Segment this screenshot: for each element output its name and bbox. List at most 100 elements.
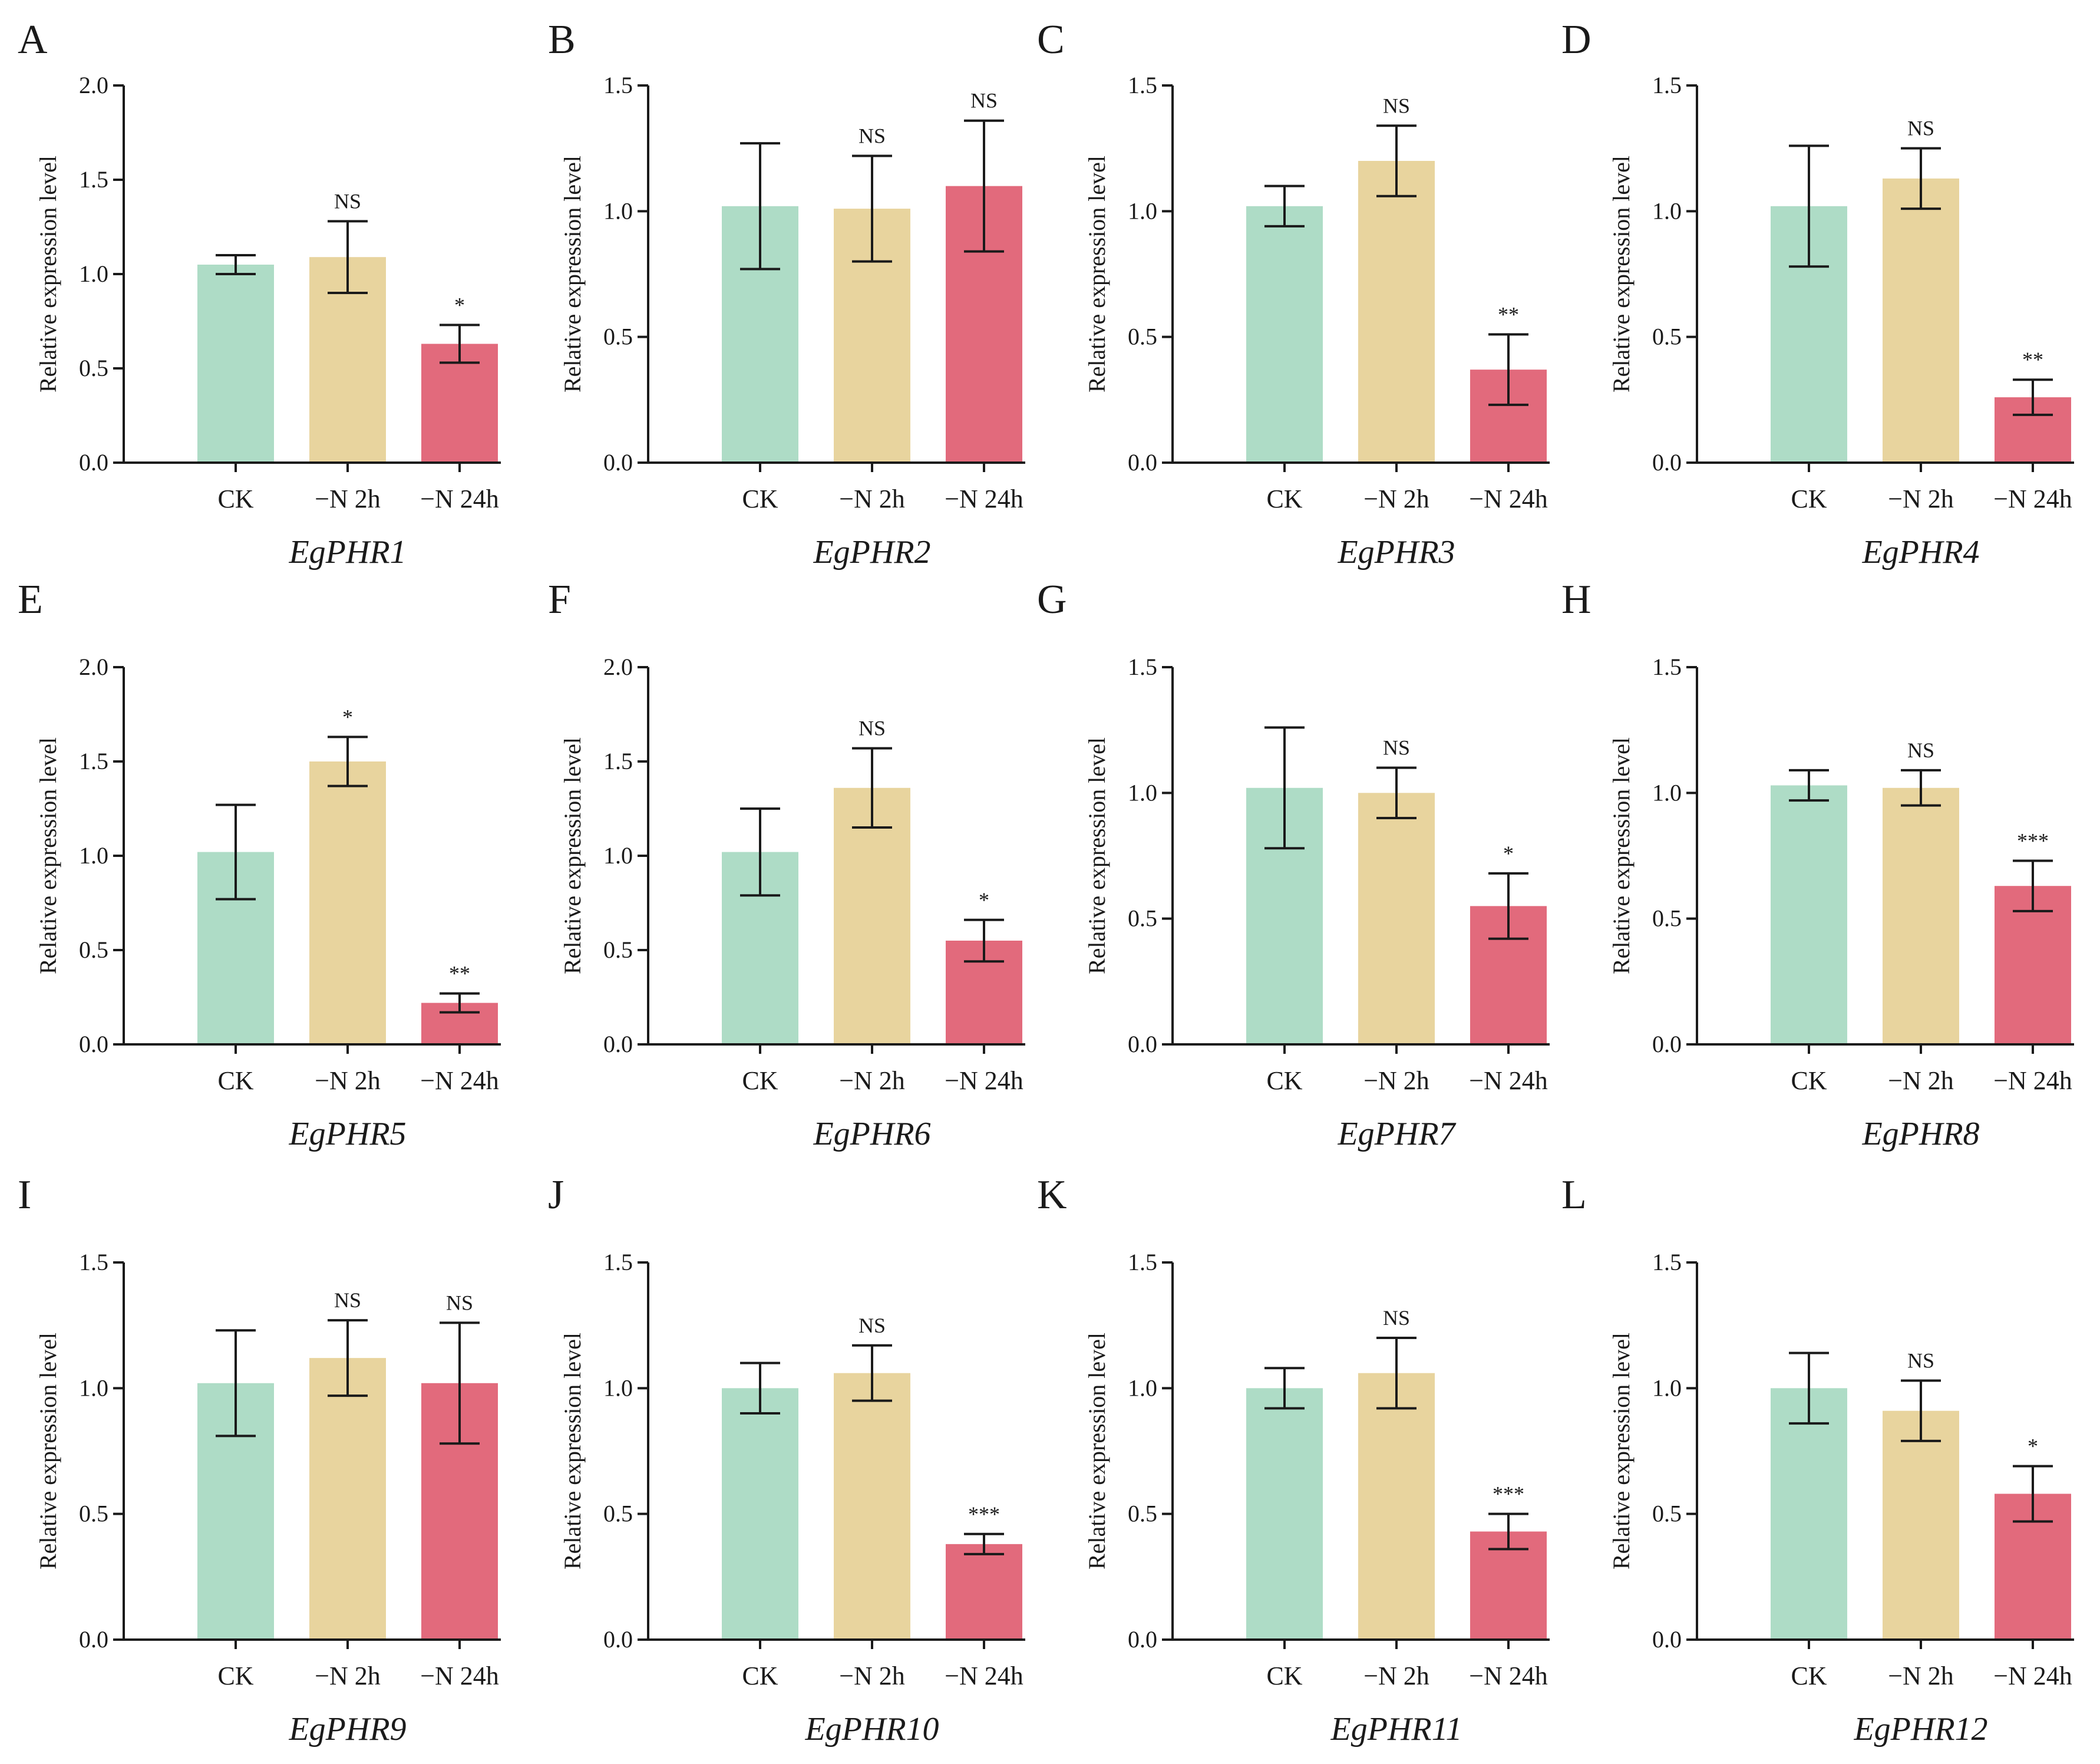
significance-label: NS <box>1907 1349 1934 1373</box>
x-tick-label: −N 24h <box>945 1661 1023 1690</box>
significance-label: NS <box>334 1288 361 1312</box>
x-tick-label: CK <box>1791 1066 1827 1095</box>
significance-label: NS <box>859 717 886 740</box>
y-tick-label: 1.0 <box>1652 197 1682 224</box>
panel-b: BCKNS−N 2hNS−N 24h0.00.51.01.5Relative e… <box>548 17 1025 571</box>
y-tick-label: 0.0 <box>603 1626 633 1653</box>
significance-label: * <box>342 705 353 728</box>
x-tick-label: −N 2h <box>1363 1661 1429 1690</box>
y-tick-label: 0.0 <box>603 449 633 476</box>
y-tick-label: 0.5 <box>1652 905 1682 932</box>
y-tick-label: 0.0 <box>79 449 108 476</box>
y-tick-label: 0.0 <box>1652 449 1682 476</box>
x-tick-label: −N 2h <box>1888 1066 1954 1095</box>
x-tick-label: −N 2h <box>1888 484 1954 513</box>
panel-a: A CK NS −N 2h * −N 24h 0.0 0.5 1.0 1.5 2.0 Relative… <box>18 17 501 571</box>
y-tick-label: 0.0 <box>1128 1626 1157 1653</box>
x-tick-label: −N 24h <box>1469 484 1548 513</box>
x-tick-label: CK <box>217 1661 253 1690</box>
x-tick-label: −N 2h <box>1363 1066 1429 1095</box>
significance-label: NS <box>859 1314 886 1337</box>
significance-label: NS <box>859 124 886 147</box>
y-axis-label: Relative expression level <box>559 737 586 974</box>
bar-n-2h <box>1883 179 1959 463</box>
y-tick-label: 0.5 <box>603 1501 633 1527</box>
y-tick-label: 0.0 <box>1652 1626 1682 1653</box>
y-tick-label: 1.0 <box>1652 1374 1682 1401</box>
x-tick-label: −N 24h <box>420 1066 499 1095</box>
x-tick-label: −N 24h <box>1469 1066 1548 1095</box>
y-tick-label: 0.0 <box>603 1031 633 1057</box>
significance-label: *** <box>968 1502 1000 1526</box>
x-tick-label: CK <box>1266 1661 1302 1690</box>
x-tick-label: CK <box>1791 1661 1827 1690</box>
x-tick-label: −N 2h <box>839 484 905 513</box>
gene-title: EgPHR3 <box>1337 534 1455 571</box>
bar-n-2h <box>1883 1411 1959 1640</box>
x-tick-label: −N 24h <box>420 484 499 513</box>
bar-n-2h <box>1358 1373 1435 1640</box>
bar-ck <box>1771 1388 1847 1640</box>
x-tick-label: −N 24h <box>945 484 1023 513</box>
panel-letter: E <box>18 577 43 622</box>
y-tick-label: 0.5 <box>79 937 108 963</box>
panel-letter: A <box>18 17 48 62</box>
x-tick-label: CK <box>1266 1066 1302 1095</box>
panel-e: ECK*−N 2h**−N 24h0.00.51.01.52.0Relative… <box>18 577 501 1152</box>
significance-label: NS <box>1383 736 1410 760</box>
significance-label: *** <box>1493 1482 1524 1506</box>
x-tick-label: −N 24h <box>1993 484 2072 513</box>
y-tick-label: 1.5 <box>603 748 633 774</box>
y-tick-label: 0.0 <box>79 1031 108 1057</box>
panel-letter: F <box>548 577 571 622</box>
y-tick-label: 0.5 <box>1128 1501 1157 1527</box>
y-axis-label: Relative expression level <box>1084 737 1110 974</box>
y-axis-label: Relative expression level <box>1084 1333 1110 1570</box>
x-tick-label: −N 24h <box>1469 1661 1548 1690</box>
panel-i: I CK NS −N 2h NS −N 24h 0.0 0.5 1.0 1.5 Relative e… <box>18 1172 501 1747</box>
y-tick-label: 1.5 <box>1128 72 1157 98</box>
bar-n-2h <box>309 1358 386 1640</box>
y-tick-label: 2.0 <box>79 72 108 98</box>
panel-g: G CK NS −N 2h * −N 24h 0.0 0.5 1.0 1.5 Relative ex… <box>1037 577 1550 1152</box>
y-tick-label: 1.0 <box>603 842 633 869</box>
y-axis-label: Relative expression level <box>35 737 61 974</box>
y-axis-label: Relative expression level <box>559 156 586 393</box>
panel-c: CCKNS−N 2h**−N 24h0.00.51.01.5Relative e… <box>1037 17 1550 571</box>
bar-n-24h <box>946 1544 1022 1640</box>
panel-letter: G <box>1037 577 1067 622</box>
gene-title: EgPHR7 <box>1337 1116 1456 1152</box>
gene-title: EgPHR4 <box>1861 534 1979 571</box>
x-tick-label: −N 24h <box>1993 1066 2072 1095</box>
x-tick-label: −N 2h <box>839 1661 905 1690</box>
panel-letter: K <box>1037 1172 1067 1218</box>
significance-label: NS <box>446 1291 473 1314</box>
y-tick-label: 1.5 <box>1128 1249 1157 1275</box>
gene-title: EgPHR11 <box>1330 1711 1462 1747</box>
significance-label: NS <box>1907 117 1934 140</box>
y-tick-label: 0.0 <box>79 1626 108 1653</box>
y-tick-label: 0.0 <box>1652 1031 1682 1057</box>
panel-h: H CK NS −N 2h *** −N 24h 0.0 0.5 1.0 1.5 Relative … <box>1561 577 2074 1152</box>
y-tick-label: 0.5 <box>79 1501 108 1527</box>
panel-letter: J <box>548 1172 564 1218</box>
panel-d: DCKNS−N 2h**−N 24h0.00.51.01.5Relative e… <box>1561 17 2074 571</box>
panel-letter: I <box>18 1172 31 1218</box>
gene-title: EgPHR2 <box>813 534 930 571</box>
y-axis-label: Relative expression level <box>1608 156 1635 393</box>
bar-n-2h <box>309 761 386 1044</box>
x-tick-label: CK <box>742 484 778 513</box>
significance-label: *** <box>2017 829 2049 853</box>
bar-n-2h <box>1883 788 1959 1044</box>
bar-ck <box>722 1388 798 1640</box>
x-tick-label: −N 2h <box>1888 1661 1954 1690</box>
panel-f: FCKNS−N 2h*−N 24h0.00.51.01.52.0Relative… <box>548 577 1025 1152</box>
y-tick-label: 2.0 <box>603 654 633 680</box>
y-axis-label: Relative expression level <box>1608 1333 1635 1570</box>
figure: A CK NS −N 2h * −N 24h 0.0 0.5 1.0 1.5 2.0 Relative… <box>0 0 2100 1764</box>
y-tick-label: 2.0 <box>79 654 108 680</box>
significance-label: * <box>2028 1435 2038 1458</box>
y-axis-label: Relative expression level <box>1084 156 1110 393</box>
x-tick-label: −N 2h <box>1363 484 1429 513</box>
y-tick-label: 0.0 <box>1128 1031 1157 1057</box>
